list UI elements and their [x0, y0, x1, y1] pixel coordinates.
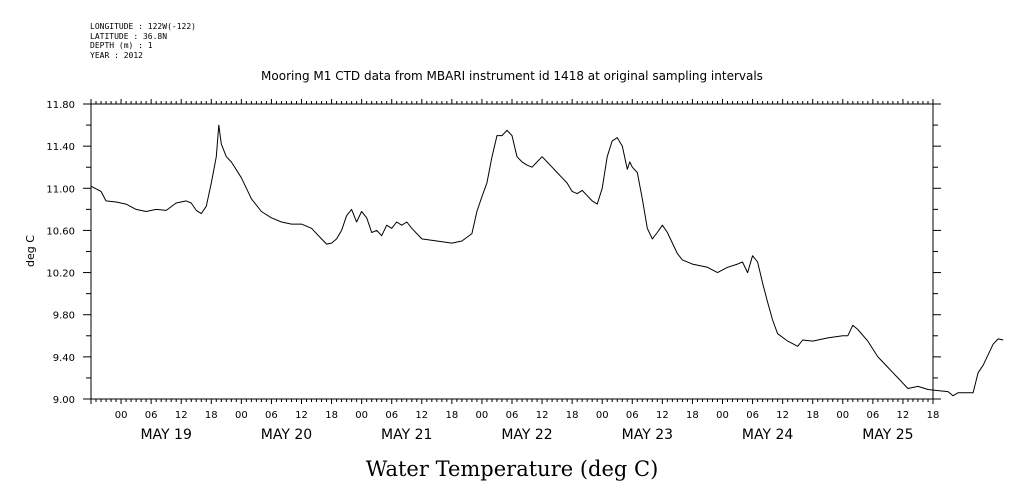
- x-tick-label: 06: [145, 410, 158, 421]
- x-tick-label: 00: [596, 410, 609, 421]
- y-axis-label: deg C: [24, 235, 37, 267]
- y-tick-labels: 11.80 11.40 11.00 10.60 10.20 9.80 9.40 9.00: [46, 100, 75, 406]
- x-tick-label: 18: [806, 410, 819, 421]
- x-axis-label: Water Temperature (deg C): [366, 457, 659, 481]
- x-tick-label: 06: [385, 410, 398, 421]
- series-group: [90, 124, 1004, 397]
- x-tick-label: 00: [115, 410, 128, 421]
- x-tick-label: 18: [325, 410, 338, 421]
- depth-text: DEPTH (m) : 1: [90, 41, 153, 50]
- day-label: MAY 23: [622, 427, 673, 443]
- day-label: MAY 19: [140, 427, 191, 443]
- day-label: MAY 22: [501, 427, 552, 443]
- year-text: YEAR : 2012: [90, 50, 143, 60]
- day-labels: MAY 19 MAY 20 MAY 21 MAY 22 MAY 23 MAY 24 MAY …: [140, 427, 913, 443]
- x-tick-label: 12: [656, 410, 669, 421]
- x-tick-label: 12: [295, 410, 308, 421]
- x-tick-label: 18: [445, 410, 458, 421]
- y-tick-label: 10.20: [46, 269, 75, 280]
- x-tick-labels: 00 06 12 18 00 06 12 18 00 06 12 18 00 06 12 18 00 06 12 18…: [115, 410, 940, 421]
- day-label: MAY 25: [862, 427, 913, 443]
- y-tick-label: 11.00: [46, 184, 75, 195]
- x-tick-label: 18: [927, 410, 940, 421]
- series-line: [90, 124, 1004, 397]
- y-tick-label: 9.40: [53, 353, 75, 364]
- x-tick-label: 12: [776, 410, 789, 421]
- x-tick-label: 00: [716, 410, 729, 421]
- x-tick-label: 12: [897, 410, 910, 421]
- y-tick-label: 10.60: [46, 226, 75, 237]
- x-tick-label: 06: [626, 410, 639, 421]
- latitude-text: LATITUDE : 36.8N: [90, 31, 168, 41]
- x-tick-label: 00: [476, 410, 489, 421]
- axis-ticks: [83, 99, 941, 404]
- y-tick-label: 9.80: [53, 311, 75, 322]
- x-tick-label: 00: [355, 410, 368, 421]
- y-tick-label: 11.40: [46, 142, 75, 153]
- x-tick-label: 12: [175, 410, 188, 421]
- day-label: MAY 20: [261, 427, 312, 443]
- x-tick-label: 00: [235, 410, 248, 421]
- y-tick-label: 9.00: [53, 395, 75, 406]
- x-tick-label: 00: [836, 410, 849, 421]
- x-tick-label: 06: [746, 410, 759, 421]
- day-label: MAY 24: [742, 427, 793, 443]
- day-label: MAY 21: [381, 427, 432, 443]
- x-tick-label: 18: [686, 410, 699, 421]
- x-tick-label: 12: [415, 410, 428, 421]
- x-tick-label: 18: [205, 410, 218, 421]
- x-tick-label: 12: [536, 410, 549, 421]
- y-tick-label: 11.80: [46, 100, 75, 111]
- x-tick-label: 06: [506, 410, 519, 421]
- x-tick-label: 06: [265, 410, 278, 421]
- metadata-block: LONGITUDE : 122W(-122) LATITUDE : 36.8N …: [90, 22, 196, 60]
- x-tick-label: 18: [566, 410, 579, 421]
- x-tick-label: 06: [866, 410, 879, 421]
- longitude-text: LONGITUDE : 122W(-122): [90, 22, 196, 31]
- chart-title: Mooring M1 CTD data from MBARI instrumen…: [261, 69, 763, 83]
